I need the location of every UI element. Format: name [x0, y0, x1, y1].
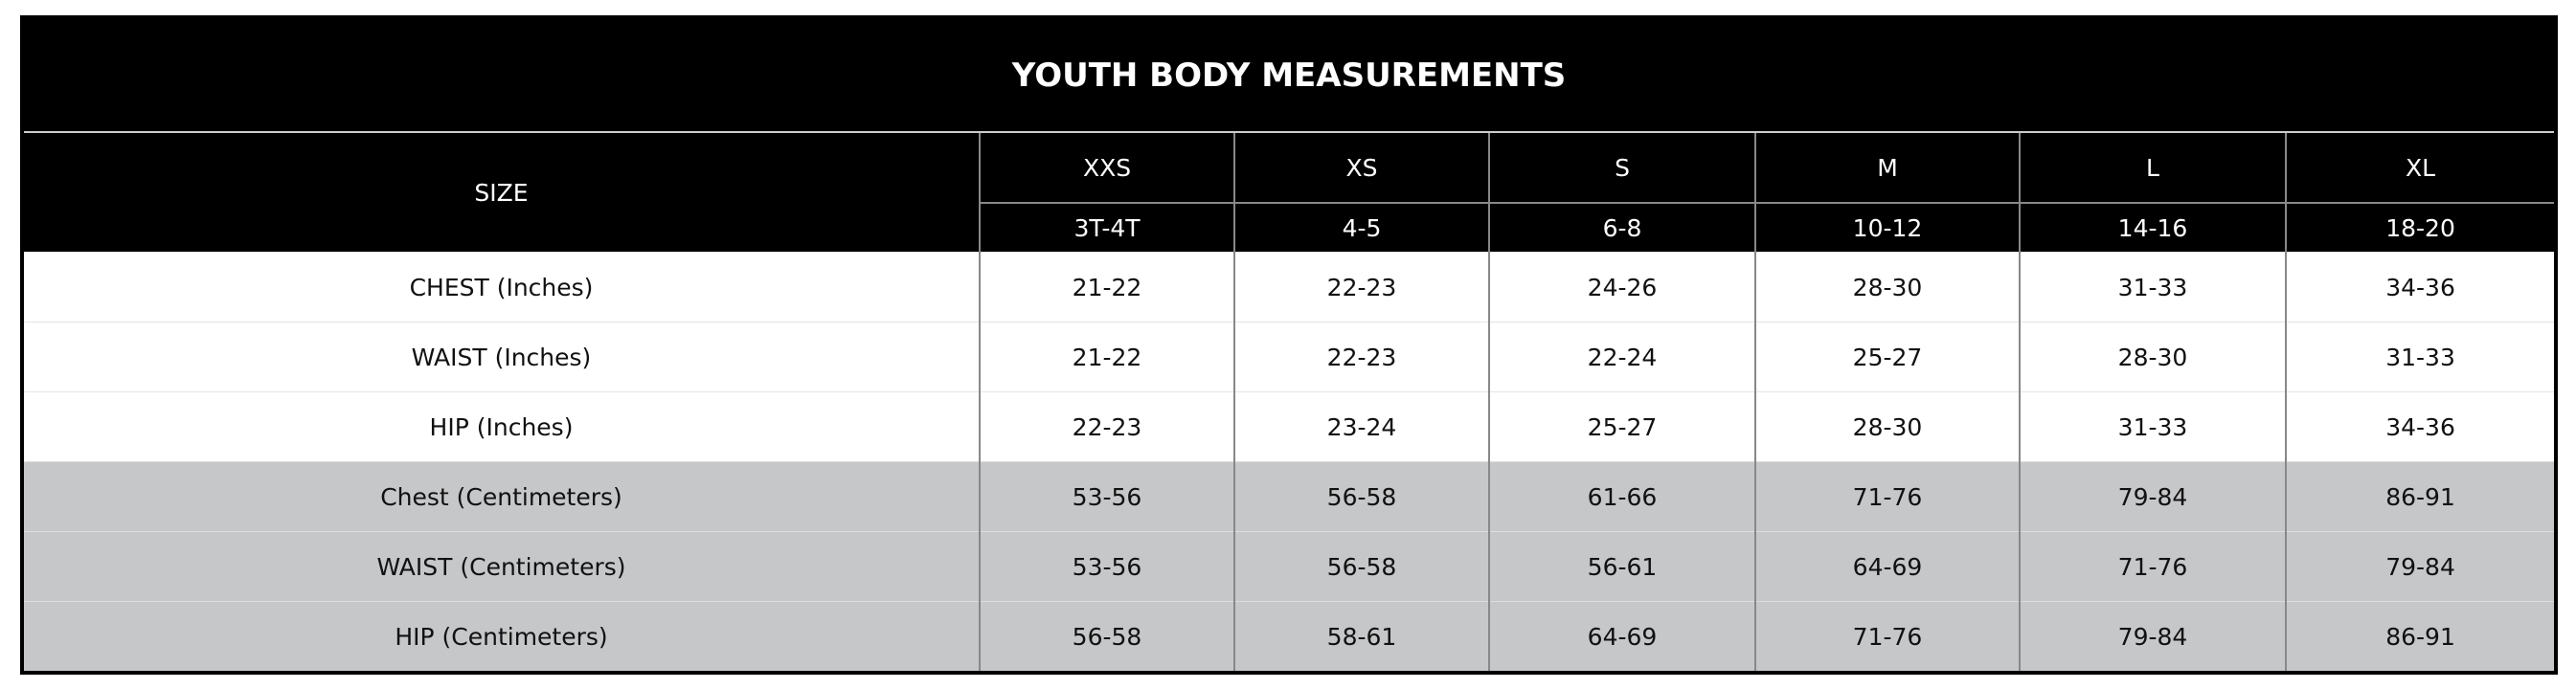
- measurement-cell: 56-61: [1488, 531, 1755, 602]
- row-label: CHEST (Inches): [22, 252, 980, 322]
- size-name: XXS: [979, 132, 1234, 204]
- measurement-cell: 53-56: [979, 461, 1234, 532]
- measurement-cell: 71-76: [2019, 531, 2286, 602]
- measurement-cell: 86-91: [2284, 601, 2557, 673]
- measurement-cell: 86-91: [2284, 461, 2557, 532]
- measurement-cell: 34-36: [2284, 391, 2557, 462]
- age-range: 6-8: [1488, 203, 1755, 253]
- measurement-cell: 31-33: [2284, 322, 2557, 392]
- measurement-row: WAIST (Centimeters) 53-56 56-58 56-61 64-69 7…: [22, 531, 2557, 602]
- row-label: WAIST (Centimeters): [22, 531, 980, 602]
- measurement-row: Chest (Centimeters) 53-56 56-58 61-66 71-76 7…: [22, 461, 2557, 532]
- size-name: XL: [2284, 132, 2557, 204]
- measurement-cell: 31-33: [2019, 391, 2286, 462]
- row-label: WAIST (Inches): [22, 322, 980, 392]
- measurement-cell: 25-27: [1754, 322, 2020, 392]
- size-name: XS: [1233, 132, 1489, 204]
- age-range: 14-16: [2019, 203, 2286, 253]
- measurement-cell: 23-24: [1233, 391, 1489, 462]
- measurement-cell: 31-33: [2019, 252, 2286, 322]
- measurement-cell: 28-30: [1754, 391, 2020, 462]
- measurement-cell: 56-58: [979, 601, 1234, 673]
- measurement-cell: 79-84: [2284, 531, 2557, 602]
- measurement-cell: 22-23: [979, 391, 1234, 462]
- row-label: Chest (Centimeters): [22, 461, 980, 532]
- measurement-row: HIP (Centimeters) 56-58 58-61 64-69 71-76 79-…: [22, 601, 2557, 673]
- age-range: 3T-4T: [979, 203, 1234, 253]
- measurement-cell: 79-84: [2019, 461, 2286, 532]
- age-range: 10-12: [1754, 203, 2020, 253]
- row-label: HIP (Centimeters): [22, 601, 980, 673]
- measurement-row: WAIST (Inches) 21-22 22-23 22-24 25-27 28-30 3…: [22, 322, 2557, 392]
- measurement-cell: 56-58: [1233, 461, 1489, 532]
- measurement-cell: 79-84: [2019, 601, 2286, 673]
- measurement-row: HIP (Inches) 22-23 23-24 25-27 28-30 31-33 34-…: [22, 391, 2557, 462]
- measurement-cell: 71-76: [1754, 601, 2020, 673]
- measurement-cell: 64-69: [1754, 531, 2020, 602]
- row-label: HIP (Inches): [22, 391, 980, 462]
- age-range: 4-5: [1233, 203, 1489, 253]
- measurement-cell: 28-30: [2019, 322, 2286, 392]
- size-table: YOUTH BODY MEASUREMENTS SIZE XXS XS S M L XL 3…: [20, 15, 2559, 675]
- measurement-cell: 53-56: [979, 531, 1234, 602]
- measurement-cell: 22-23: [1233, 252, 1489, 322]
- measurement-cell: 64-69: [1488, 601, 1755, 673]
- measurement-cell: 28-30: [1754, 252, 2020, 322]
- measurement-cell: 34-36: [2284, 252, 2557, 322]
- measurement-cell: 71-76: [1754, 461, 2020, 532]
- size-name: M: [1754, 132, 2020, 204]
- size-header: SIZE: [22, 132, 980, 253]
- measurement-cell: 21-22: [979, 322, 1234, 392]
- measurement-cell: 58-61: [1233, 601, 1489, 673]
- measurement-cell: 24-26: [1488, 252, 1755, 322]
- measurement-cell: 22-23: [1233, 322, 1489, 392]
- measurement-row: CHEST (Inches) 21-22 22-23 24-26 28-30 31-33 3…: [22, 252, 2557, 322]
- measurement-cell: 25-27: [1488, 391, 1755, 462]
- table-title: YOUTH BODY MEASUREMENTS: [22, 17, 2557, 133]
- size-name: L: [2019, 132, 2286, 204]
- age-range: 18-20: [2284, 203, 2557, 253]
- size-name: S: [1488, 132, 1755, 204]
- measurement-cell: 21-22: [979, 252, 1234, 322]
- measurement-cell: 56-58: [1233, 531, 1489, 602]
- measurement-cell: 22-24: [1488, 322, 1755, 392]
- measurement-cell: 61-66: [1488, 461, 1755, 532]
